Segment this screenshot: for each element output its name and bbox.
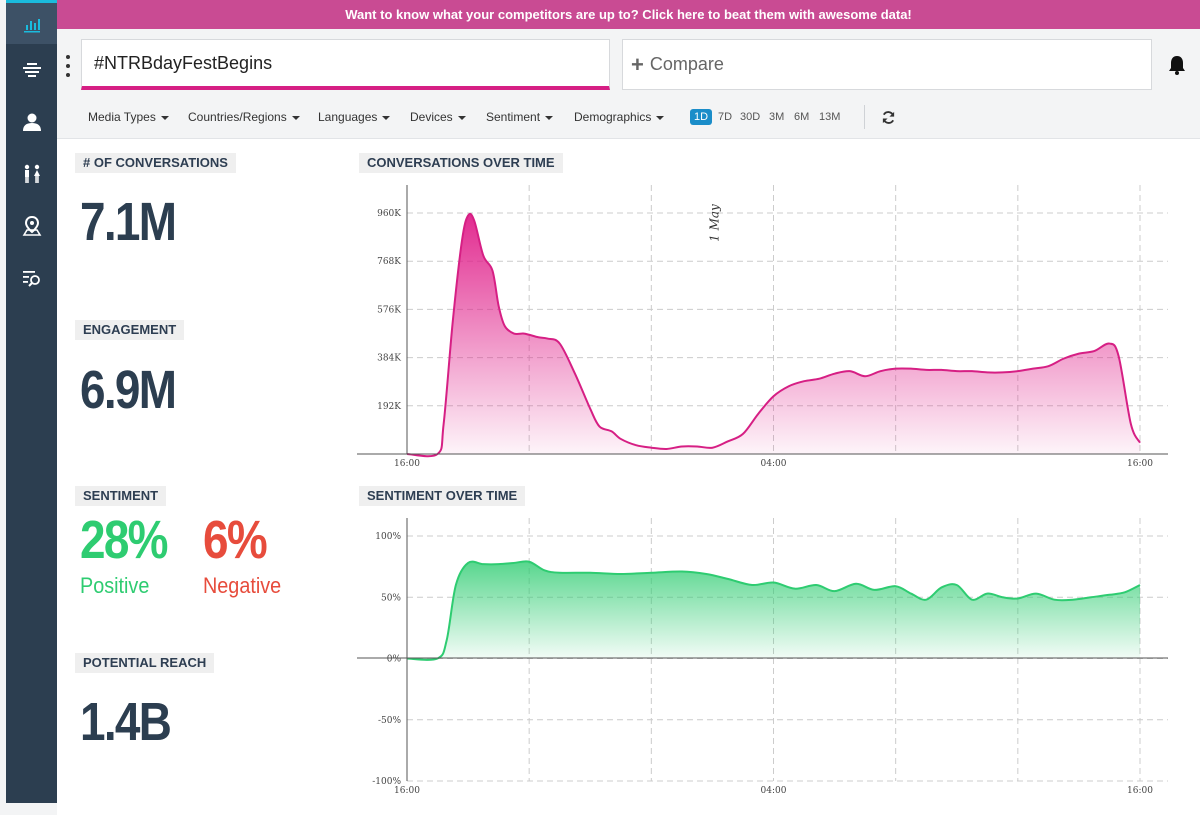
filter-devices[interactable]: Devices: [410, 110, 466, 124]
x-tick-label: 16:00: [1127, 786, 1153, 796]
query-search-box[interactable]: [81, 39, 610, 90]
filter-bar: Media Types Countries/Regions Languages …: [57, 97, 1200, 139]
series-line: [406, 560, 1141, 661]
sidebar-nav: [6, 0, 57, 803]
filter-label: Demographics: [574, 110, 652, 124]
sentiment-chart: 100%50%0%-50%-100%16:00 04:00 16:00: [357, 518, 1168, 796]
filter-label: Languages: [318, 110, 378, 124]
y-tick-label: 576K: [377, 305, 401, 315]
bar-chart-icon: [23, 18, 40, 32]
user-icon: [22, 113, 41, 131]
series-line: [406, 212, 1141, 458]
filter-sentiment[interactable]: Sentiment: [486, 110, 554, 124]
positive-percent: 28%: [80, 510, 168, 570]
chevron-down-icon: [545, 115, 554, 120]
compare-input[interactable]: + Compare: [622, 39, 1152, 90]
conversations-value: 7.1M: [80, 192, 177, 252]
sidebar-item-authors[interactable]: [6, 102, 57, 142]
plus-icon: +: [631, 51, 644, 77]
series-area: [407, 561, 1140, 660]
query-header: + Compare: [57, 29, 1200, 97]
map-pin-icon: [22, 215, 41, 236]
filter-demographics[interactable]: Demographics: [574, 110, 665, 124]
conversations-chart: 192K 384K 576K 768K 960K 16:00 04:00 16:00 1 May: [357, 185, 1168, 469]
people-icon: [24, 164, 40, 183]
bell-icon[interactable]: [1167, 54, 1187, 76]
range-13m[interactable]: 13M: [819, 111, 841, 123]
y-tick-label: 50%: [381, 593, 401, 603]
conversations-label: # OF CONVERSATIONS: [75, 153, 236, 173]
chevron-down-icon: [656, 115, 665, 120]
refresh-icon[interactable]: [881, 110, 896, 125]
x-tick-label: 04:00: [761, 459, 787, 469]
filter-media-types[interactable]: Media Types: [88, 110, 169, 124]
divider: [864, 105, 865, 129]
y-tick-label: 768K: [377, 257, 401, 267]
chevron-down-icon: [457, 115, 466, 120]
range-1d[interactable]: 1D: [690, 109, 713, 125]
y-tick-label: 0%: [387, 655, 402, 665]
promo-banner-text: Want to know what your competitors are u…: [345, 7, 912, 22]
sidebar-item-streams[interactable]: [6, 50, 57, 90]
series-area: [407, 213, 1140, 457]
sidebar-item-search-list[interactable]: [6, 258, 57, 298]
y-tick-label: 100%: [375, 532, 401, 542]
sentiment-label: SENTIMENT: [75, 486, 167, 506]
engagement-value: 6.9M: [80, 360, 177, 420]
filter-label: Sentiment: [486, 110, 541, 124]
x-tick-label: 16:00: [394, 459, 420, 469]
engagement-label: ENGAGEMENT: [75, 320, 185, 340]
filter-label: Countries/Regions: [188, 110, 287, 124]
range-6m[interactable]: 6M: [794, 111, 810, 123]
dashboard-content: # OF CONVERSATIONS 7.1M ENGAGEMENT 6.9M …: [57, 139, 1200, 815]
sidebar-item-analytics[interactable]: [6, 0, 57, 44]
range-3m[interactable]: 3M: [769, 111, 785, 123]
sidebar: [0, 0, 57, 815]
range-30d[interactable]: 30D: [740, 111, 761, 123]
conversations-chart-title: CONVERSATIONS OVER TIME: [359, 153, 563, 173]
chart-annotation: 1 May: [707, 204, 721, 242]
range-7d[interactable]: 7D: [718, 111, 733, 123]
filter-label: Media Types: [88, 110, 156, 124]
chevron-down-icon: [160, 115, 169, 120]
more-options-icon[interactable]: [63, 55, 73, 77]
reach-value: 1.4B: [80, 692, 172, 752]
x-tick-label: 16:00: [1127, 459, 1153, 469]
sentiment-chart-title: SENTIMENT OVER TIME: [359, 486, 526, 506]
compare-label: Compare: [649, 54, 724, 74]
query-input[interactable]: [82, 40, 609, 86]
x-tick-label: 16:00: [394, 786, 420, 796]
y-tick-label: -50%: [378, 716, 401, 726]
y-tick-label: 192K: [377, 402, 401, 412]
y-tick-label: -100%: [372, 777, 401, 787]
filter-languages[interactable]: Languages: [318, 110, 391, 124]
positive-label: Positive: [80, 573, 150, 598]
sidebar-item-demographics[interactable]: [6, 154, 57, 194]
filter-label: Devices: [410, 110, 453, 124]
chevron-down-icon: [291, 115, 300, 120]
chevron-down-icon: [382, 115, 391, 120]
x-tick-label: 04:00: [761, 786, 787, 796]
y-tick-label: 384K: [377, 354, 401, 364]
filter-countries-regions[interactable]: Countries/Regions: [188, 110, 300, 124]
promo-banner[interactable]: Want to know what your competitors are u…: [57, 0, 1200, 29]
negative-percent: 6%: [203, 510, 268, 570]
sidebar-item-locations[interactable]: [6, 206, 57, 246]
y-tick-label: 960K: [377, 209, 401, 219]
stream-icon: [22, 63, 41, 77]
list-search-icon: [22, 271, 40, 287]
negative-label: Negative: [203, 573, 282, 598]
reach-label: POTENTIAL REACH: [75, 653, 215, 673]
